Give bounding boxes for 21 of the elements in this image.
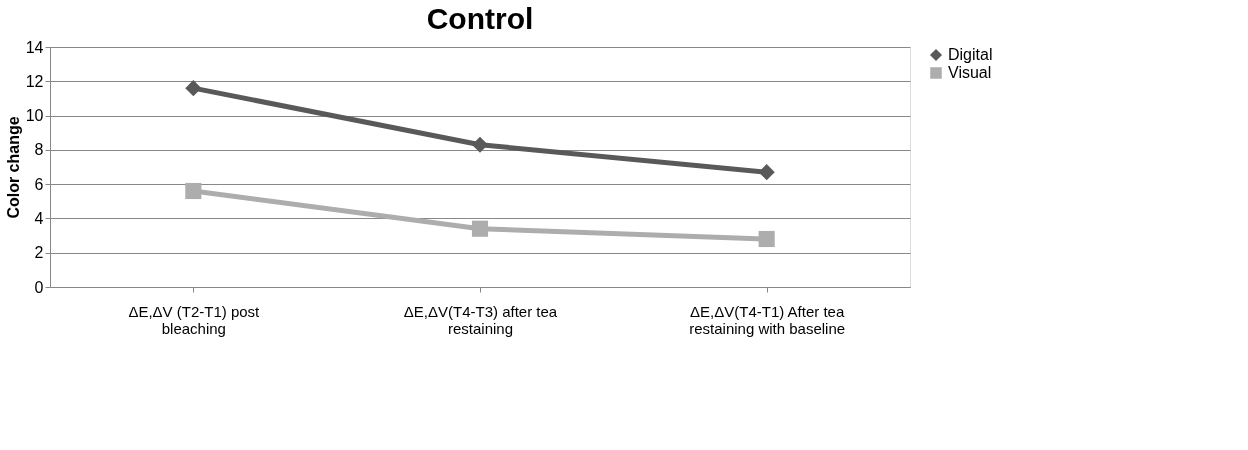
y-tick-label: 4 bbox=[34, 209, 44, 227]
point bbox=[185, 182, 202, 200]
y-axis-title: Color change bbox=[4, 116, 22, 219]
y-tick-label: 8 bbox=[34, 141, 44, 159]
x-tick-label: ΔE,ΔV (T2-T1) post bleaching bbox=[128, 302, 261, 337]
y-tick-label: 12 bbox=[25, 72, 44, 90]
chart-title: Control bbox=[426, 2, 534, 35]
y-tick-label: 14 bbox=[25, 38, 44, 56]
y-tick-label: 0 bbox=[34, 278, 44, 296]
legend-label: Visual bbox=[948, 64, 992, 81]
y-tick-label: 10 bbox=[25, 107, 44, 125]
point bbox=[185, 80, 202, 97]
legend-label: Digital bbox=[948, 46, 993, 63]
y-tick-label: 2 bbox=[34, 244, 44, 262]
x-tick-label: ΔE,ΔV(T4-T3) after tea restaining bbox=[403, 302, 558, 337]
point bbox=[471, 220, 489, 237]
x-tick-label: ΔE,ΔV(T4-T1) After tea restaining with baseline bbox=[689, 302, 846, 337]
point bbox=[758, 164, 775, 181]
point bbox=[471, 136, 489, 153]
y-tick-label: 6 bbox=[34, 175, 44, 193]
point bbox=[758, 230, 775, 248]
